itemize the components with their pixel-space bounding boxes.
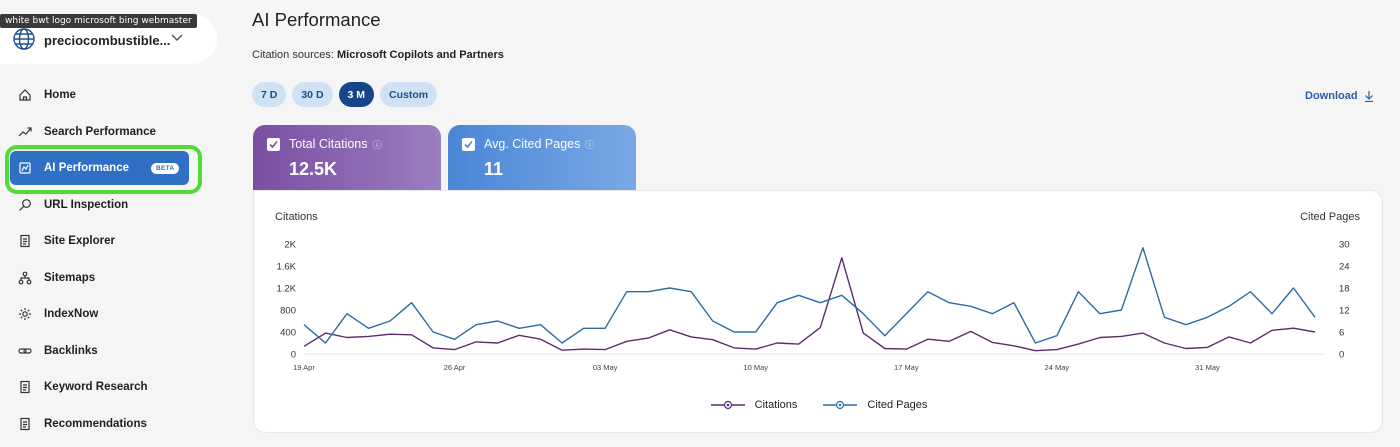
globe-icon [13,28,35,50]
right-axis-title: Cited Pages [1300,211,1360,223]
check-icon [464,140,473,148]
beta-badge: BETA [151,162,180,174]
gear-icon [19,308,31,321]
date-range-selector: 7 D 30 D 3 M Custom [252,82,438,107]
check-icon [269,140,278,148]
page-title: AI Performance [252,9,381,30]
trend-icon [18,127,32,137]
left-tick-label: 1.2K [276,284,296,295]
legend-label: Citations [754,399,798,411]
sidebar-item-label: Site Explorer [44,235,115,248]
legend-label: Cited Pages [867,399,928,411]
left-tick-label: 400 [280,328,296,339]
download-icon [1364,91,1373,102]
x-tick-label: 26 Apr [444,363,466,372]
right-tick-label: 30 [1339,240,1350,251]
left-axis-title: Citations [275,211,318,223]
citation-sources-label: Citation sources: [252,49,334,61]
info-icon[interactable]: ⓘ [585,139,595,150]
legend-marker-cited-pages [823,400,858,410]
card-label: Total Citations [289,137,368,151]
card-value: 11 [484,159,504,179]
left-tick-label: 1.6K [276,262,296,273]
left-tick-label: 2K [284,240,296,251]
tooltip: white bwt logo microsoft bing webmaster [0,14,197,28]
checkbox[interactable] [267,137,280,151]
sidebar-item-label: Sitemaps [44,271,96,284]
x-tick-label: 03 May [593,363,618,372]
sidebar-item-label: IndexNow [44,308,99,321]
sidebar-item-search-performance[interactable]: Search Performance [0,114,240,151]
series-line-citations [303,257,1316,352]
sidebar-item-backlinks[interactable]: Backlinks [0,333,240,370]
x-tick-label: 24 May [1045,363,1070,372]
sidebar-item-label: AI Performance [44,162,130,175]
download-button[interactable]: Download [1305,90,1374,102]
chevron-down-icon[interactable] [171,34,183,42]
sidebar-nav: Home Search Performance AI Performance B… [0,77,240,442]
x-tick-label: 31 May [1195,363,1220,372]
home-icon [19,89,31,101]
ai-icon [19,162,31,174]
link-icon [18,348,32,354]
right-tick-label: 6 [1339,328,1344,339]
line-chart[interactable]: 0 400 800 1.2K 1.6K 2K 0 6 12 18 24 30 19 Apr 26 Apr 0… [254,191,1384,434]
sidebar-item-site-explorer[interactable]: Site Explorer [0,223,240,260]
x-tick-label: 17 May [894,363,919,372]
sidebar-item-url-inspection[interactable]: URL Inspection [0,187,240,224]
sidebar-item-recommendations[interactable]: Recommendations [0,406,240,443]
x-tick-label: 19 Apr [293,363,315,372]
range-7d-button[interactable]: 7 D [252,82,287,107]
chart-panel: Citations Cited Pages 0 400 800 1.2K 1.6K 2K 0… [253,190,1383,433]
range-custom-button[interactable]: Custom [380,82,438,107]
sidebar-item-indexnow[interactable]: IndexNow [0,296,240,333]
card-label: Avg. Cited Pages [484,137,581,151]
avg-cited-pages-card[interactable]: Avg. Cited Pages ⓘ 11 [448,125,636,191]
x-tick-label: 10 May [743,363,768,372]
sidebar-item-label: Search Performance [44,125,156,138]
sidebar-item-label: Backlinks [44,344,98,357]
range-3m-button[interactable]: 3 M [338,82,375,107]
legend-item-cited-pages[interactable]: Cited Pages [823,399,927,411]
download-label: Download [1305,90,1358,102]
range-30d-button[interactable]: 30 D [292,82,333,107]
legend-item-citations[interactable]: Citations [710,399,798,411]
citation-sources: Citation sources: Microsoft Copilots and… [252,49,504,61]
right-tick-label: 12 [1339,306,1350,317]
sidebar: preciocombustible... white bwt logo micr… [0,0,240,447]
document-icon [20,235,30,248]
sitemap-icon [18,271,32,285]
document-icon [20,381,30,394]
sidebar-item-label: Keyword Research [44,381,148,394]
sidebar-item-home[interactable]: Home [0,77,240,114]
card-value: 12.5K [289,159,338,179]
sidebar-item-label: Home [44,89,76,102]
sidebar-item-label: URL Inspection [44,198,129,211]
sidebar-item-label: Recommendations [44,417,147,430]
right-tick-label: 0 [1339,350,1344,361]
info-icon[interactable]: ⓘ [372,139,382,150]
left-tick-label: 0 [291,350,296,361]
left-tick-label: 800 [280,306,296,317]
checkbox[interactable] [462,137,475,151]
right-tick-label: 24 [1339,262,1350,273]
right-tick-label: 18 [1339,284,1350,295]
chart-legend: Citations Cited Pages [254,399,1384,411]
sidebar-item-ai-performance[interactable]: AI Performance BETA [0,150,240,187]
legend-marker-citations [710,400,745,410]
document-icon [20,417,30,430]
series-line-cited-pages [303,247,1316,344]
citation-sources-value: Microsoft Copilots and Partners [337,49,504,61]
search-icon [19,198,31,211]
site-name: preciocombustible... [44,32,171,48]
total-citations-card[interactable]: Total Citations ⓘ 12.5K [253,125,441,191]
sidebar-item-keyword-research[interactable]: Keyword Research [0,369,240,406]
sidebar-item-sitemaps[interactable]: Sitemaps [0,260,240,297]
